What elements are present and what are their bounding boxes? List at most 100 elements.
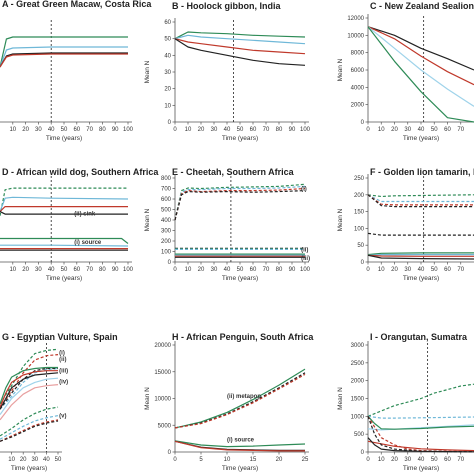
y-tick-label: 100 <box>354 226 365 232</box>
series-line <box>367 252 474 256</box>
series-line <box>0 354 59 408</box>
x-tick-label: 90 <box>112 267 119 273</box>
y-tick-label: 50 <box>164 37 171 43</box>
series-line <box>367 26 474 86</box>
x-tick-label: 20 <box>22 127 29 133</box>
x-tick-label: 30 <box>211 267 218 273</box>
y-tick-label: 150 <box>354 210 365 216</box>
x-tick-label: 40 <box>418 267 425 273</box>
series-annotation: (iv) <box>59 379 68 385</box>
y-tick-label: 10000 <box>347 33 364 39</box>
series-annotation: (ii) sink <box>74 211 96 217</box>
y-axis-label: Mean N <box>144 60 151 83</box>
series-line <box>367 254 474 256</box>
panel-title: D - African wild dog, Southern Africa <box>2 167 159 177</box>
x-tick-label: 30 <box>404 457 411 463</box>
y-tick-label: 6000 <box>351 68 365 74</box>
y-tick-label: 200 <box>161 239 172 245</box>
series-line <box>367 194 474 203</box>
x-tick-label: 50 <box>431 267 438 273</box>
y-tick-label: 400 <box>161 218 172 224</box>
x-tick-label: 30 <box>404 267 411 273</box>
x-tick-label: 50 <box>237 267 244 273</box>
y-tick-label: 4000 <box>351 85 365 91</box>
y-tick-label: 50 <box>357 243 364 249</box>
x-tick-label: 40 <box>43 457 50 463</box>
y-tick-label: 20 <box>164 87 171 93</box>
x-tick-label: 40 <box>224 127 231 133</box>
x-tick-label: 30 <box>35 267 42 273</box>
y-axis-label: Mean N <box>144 208 151 231</box>
series-line <box>367 254 474 260</box>
panel-title: I - Orangutan, Sumatra <box>370 332 468 342</box>
x-tick-label: 80 <box>276 267 283 273</box>
series-line <box>174 183 306 221</box>
y-tick-label: 1500 <box>351 397 365 403</box>
series-line <box>174 440 306 448</box>
x-tick-label: 10 <box>224 457 231 463</box>
series-line <box>174 31 306 40</box>
x-tick-label: 100 <box>300 267 311 273</box>
panel-g: G - Egyptian Vulture, Spain 10 20 30 40 50 Tim… <box>0 332 118 472</box>
series-line <box>367 254 474 257</box>
panel-h: H - African Penguin, South Africa 0 5 10 15 2… <box>144 332 314 472</box>
x-tick-label: 40 <box>418 127 425 133</box>
x-tick-label: 0 <box>366 457 370 463</box>
y-axis-label: Mean N <box>337 58 344 81</box>
series-line <box>0 377 59 415</box>
panel-title: A - Great Green Macaw, Costa Rica <box>2 0 152 9</box>
y-axis-label: Mean N <box>337 208 344 231</box>
x-tick-label: 30 <box>31 457 38 463</box>
x-tick-label: 10 <box>378 127 385 133</box>
x-tick-label: 80 <box>99 127 106 133</box>
y-tick-label: 800 <box>161 176 172 182</box>
x-tick-label: 40 <box>418 457 425 463</box>
y-tick-label: 30 <box>164 70 171 76</box>
x-axis-label: Time (years) <box>222 275 258 282</box>
x-tick-label: 0 <box>173 267 177 273</box>
panel-e: E - Cheetah, Southern Africa 0 10 20 30 40 50 6… <box>144 167 311 282</box>
x-tick-label: 70 <box>457 457 464 463</box>
y-tick-label: 200 <box>354 193 365 199</box>
y-tick-label: 10000 <box>154 397 171 403</box>
x-tick-label: 10 <box>378 267 385 273</box>
x-tick-label: 10 <box>378 457 385 463</box>
x-tick-label: 30 <box>211 127 218 133</box>
series-line <box>174 373 306 429</box>
series-annotation: (i) <box>301 187 307 193</box>
x-tick-label: 20 <box>391 127 398 133</box>
series-line <box>0 206 128 213</box>
x-tick-label: 60 <box>73 127 80 133</box>
x-tick-label: 0 <box>366 127 370 133</box>
x-tick-label: 70 <box>86 267 93 273</box>
series-line <box>0 384 59 421</box>
x-axis-label: Time (years) <box>46 135 82 142</box>
series-annotation: (i) source <box>227 438 255 444</box>
series-line <box>367 415 474 419</box>
series-line <box>0 367 58 410</box>
x-tick-label: 40 <box>224 267 231 273</box>
y-tick-label: 0 <box>168 260 172 266</box>
y-tick-label: 0 <box>168 450 172 456</box>
y-tick-label: 8000 <box>351 51 365 57</box>
series-line <box>0 187 128 216</box>
x-tick-label: 80 <box>99 267 106 273</box>
y-tick-label: 1000 <box>351 414 365 420</box>
series-line <box>174 38 306 55</box>
panel-title: G - Egyptian Vulture, Spain <box>2 332 118 342</box>
y-tick-label: 0 <box>361 260 365 266</box>
x-axis-label: Time (years) <box>11 465 47 472</box>
y-tick-label: 0 <box>361 450 365 456</box>
panel-b: B - Hoolock gibbon, India 0 10 20 30 40 50 60 70… <box>144 1 311 142</box>
x-tick-label: 80 <box>276 127 283 133</box>
series-line <box>0 53 128 68</box>
series-line <box>0 420 59 442</box>
series-line <box>367 383 474 417</box>
series-line <box>367 416 474 453</box>
series-line <box>367 26 474 107</box>
x-tick-label: 10 <box>8 457 15 463</box>
panel-i: I - Orangutan, Sumatra 0 10 20 30 40 50 60 70 0 50… <box>337 332 474 472</box>
x-tick-label: 60 <box>444 267 451 273</box>
series-line <box>367 194 474 206</box>
